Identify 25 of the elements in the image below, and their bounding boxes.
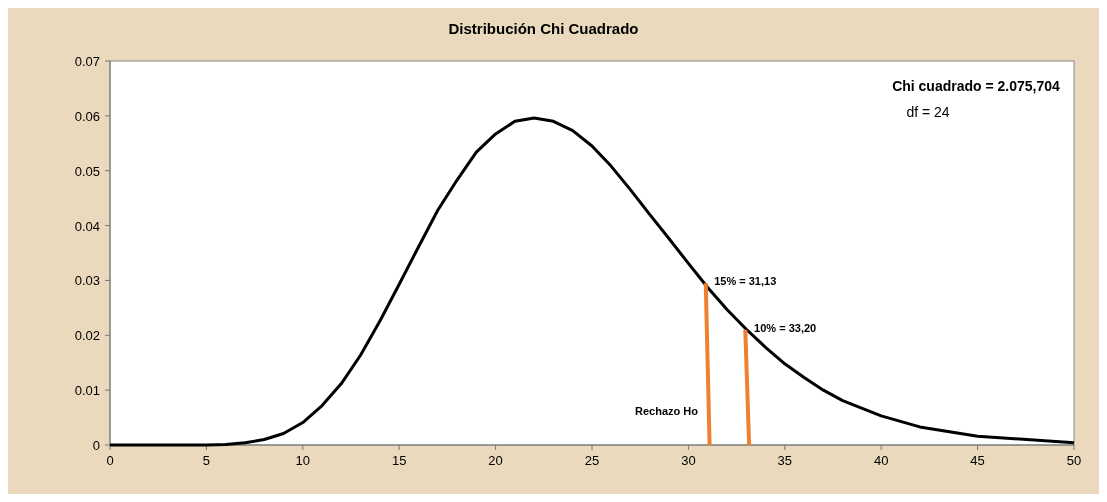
y-tick-label: 0.07	[74, 54, 100, 69]
x-tick-label: 15	[391, 453, 407, 468]
y-tick-label: 0.04	[74, 218, 100, 234]
x-tick-label: 25	[584, 453, 600, 468]
x-tick-label: 45	[970, 453, 985, 468]
annotation: Chi cuadrado = 2.075,704	[892, 78, 1061, 94]
x-tick-label: 35	[777, 453, 793, 468]
y-tick-label: 0.03	[74, 273, 100, 289]
x-tick-label: 5	[202, 453, 211, 468]
annotation: 15% = 31,13	[714, 275, 777, 288]
x-tick-label: 10	[295, 453, 311, 468]
y-tick-label: 0.02	[74, 328, 100, 344]
y-tick-label: 0.05	[74, 163, 100, 179]
annotation: Rechazo Ho	[635, 405, 699, 417]
x-tick-label: 50	[1066, 453, 1082, 468]
annotation: df = 24	[906, 104, 950, 120]
annotation: 10% = 33,20	[754, 321, 817, 334]
chart-title: Distribución Chi Cuadrado	[448, 20, 639, 37]
y-tick-label: 0.01	[74, 383, 100, 399]
x-tick-label: 0	[106, 453, 114, 468]
x-tick-label: 40	[873, 453, 889, 468]
y-tick-label: 0	[92, 438, 100, 453]
x-tick-label: 20	[488, 453, 503, 468]
y-tick-label: 0.06	[74, 108, 100, 124]
x-tick-label: 30	[681, 453, 696, 468]
